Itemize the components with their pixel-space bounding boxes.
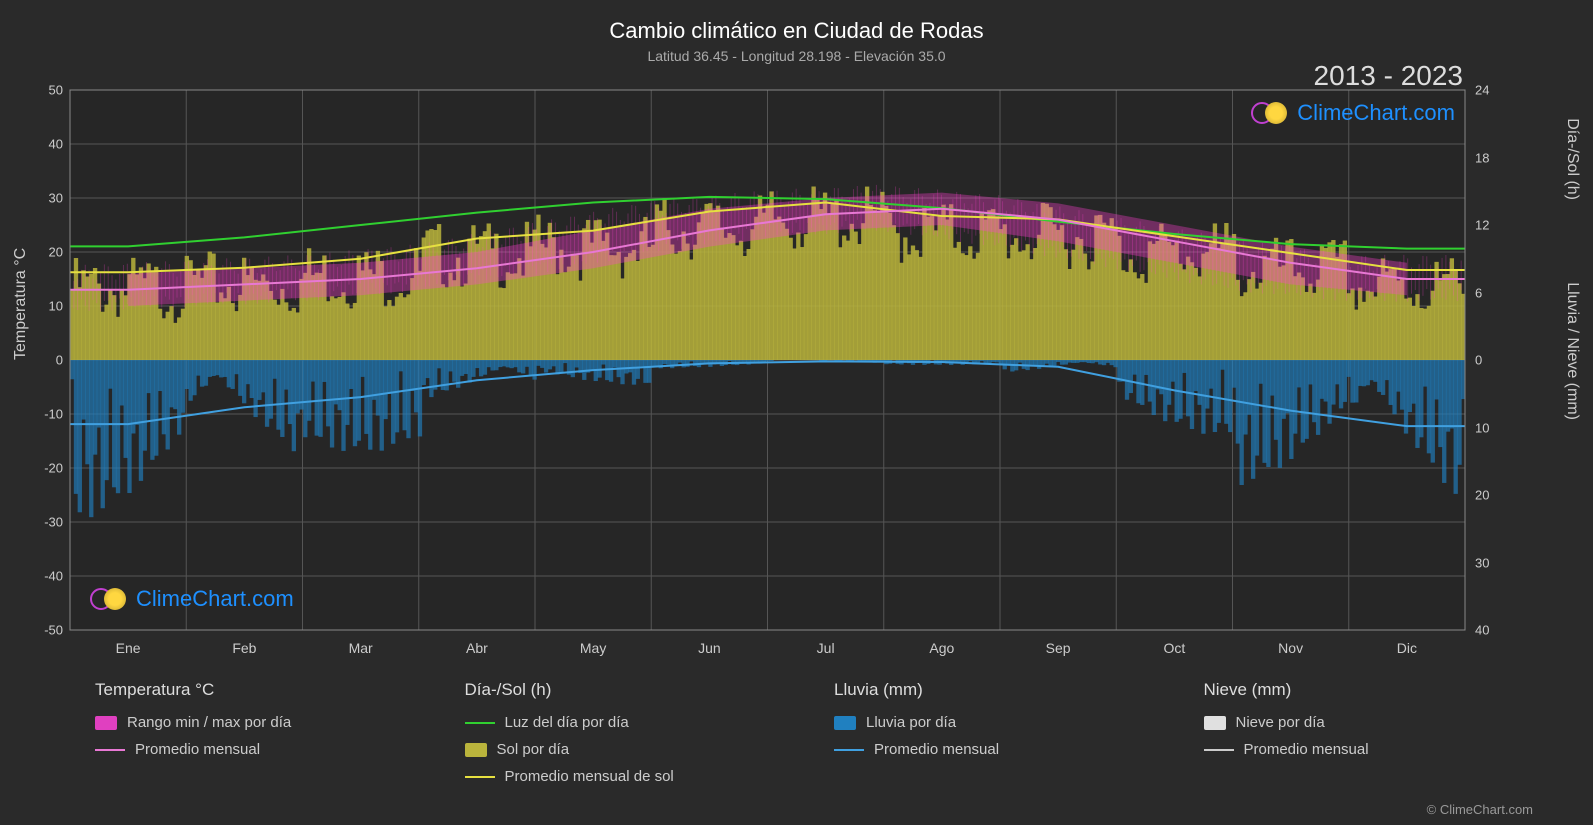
watermark-bottom: ClimeChart.com bbox=[90, 586, 294, 612]
tick-left: 20 bbox=[49, 245, 63, 260]
swatch-sun bbox=[465, 743, 487, 757]
tick-month: Sep bbox=[1046, 640, 1071, 656]
chart-plot-area: ClimeChart.com ClimeChart.com bbox=[70, 90, 1465, 630]
swatch-snow bbox=[1204, 716, 1226, 730]
tick-left: -40 bbox=[44, 569, 63, 584]
swatch-rain bbox=[834, 716, 856, 730]
tick-left: -30 bbox=[44, 515, 63, 530]
tick-right: 12 bbox=[1475, 218, 1489, 233]
legend-header-snow: Nieve (mm) bbox=[1204, 680, 1534, 700]
legend-label: Promedio mensual de sol bbox=[505, 768, 674, 785]
tick-month: Abr bbox=[466, 640, 488, 656]
swatch-temp-avg bbox=[95, 749, 125, 751]
legend-label: Sol por día bbox=[497, 741, 570, 758]
brand-icon bbox=[90, 586, 130, 612]
y-axis-right-top-label: Día-/Sol (h) bbox=[1563, 118, 1581, 200]
legend-item-temp-range: Rango min / max por día bbox=[95, 714, 425, 731]
tick-left: 40 bbox=[49, 137, 63, 152]
legend-header-daysun: Día-/Sol (h) bbox=[465, 680, 795, 700]
tick-left: -10 bbox=[44, 407, 63, 422]
swatch-snow-avg bbox=[1204, 749, 1234, 751]
watermark-text: ClimeChart.com bbox=[1297, 100, 1455, 126]
legend-label: Promedio mensual bbox=[135, 741, 260, 758]
y-axis-left-label: Temperatura °C bbox=[12, 248, 30, 360]
legend: Temperatura °C Rango min / max por día P… bbox=[95, 680, 1533, 795]
tick-month: Feb bbox=[232, 640, 256, 656]
tick-month: Ene bbox=[116, 640, 141, 656]
legend-item-sun: Sol por día bbox=[465, 741, 795, 758]
tick-month: Nov bbox=[1278, 640, 1303, 656]
tick-right: 10 bbox=[1475, 420, 1489, 435]
legend-label: Rango min / max por día bbox=[127, 714, 291, 731]
swatch-temp-range bbox=[95, 716, 117, 730]
swatch-rain-avg bbox=[834, 749, 864, 751]
swatch-sunavg bbox=[465, 776, 495, 778]
legend-item-snow-avg: Promedio mensual bbox=[1204, 741, 1534, 758]
watermark-top: ClimeChart.com bbox=[1251, 100, 1455, 126]
chart-title: Cambio climático en Ciudad de Rodas bbox=[0, 18, 1593, 44]
tick-left: 30 bbox=[49, 191, 63, 206]
brand-icon bbox=[1251, 100, 1291, 126]
tick-month: Jul bbox=[817, 640, 835, 656]
tick-month: Mar bbox=[349, 640, 373, 656]
tick-left: 0 bbox=[56, 353, 63, 368]
legend-label: Luz del día por día bbox=[505, 714, 629, 731]
tick-right: 20 bbox=[1475, 488, 1489, 503]
tick-left: -50 bbox=[44, 623, 63, 638]
copyright: © ClimeChart.com bbox=[1427, 802, 1533, 817]
tick-left: -20 bbox=[44, 461, 63, 476]
year-range: 2013 - 2023 bbox=[1314, 60, 1463, 92]
tick-left: 10 bbox=[49, 299, 63, 314]
tick-right: 40 bbox=[1475, 623, 1489, 638]
tick-left: 50 bbox=[49, 83, 63, 98]
tick-month: May bbox=[580, 640, 606, 656]
legend-item-rain-perday: Lluvia por día bbox=[834, 714, 1164, 731]
tick-month: Ago bbox=[929, 640, 954, 656]
watermark-text: ClimeChart.com bbox=[136, 586, 294, 612]
legend-item-snow-perday: Nieve por día bbox=[1204, 714, 1534, 731]
legend-col-daysun: Día-/Sol (h) Luz del día por día Sol por… bbox=[465, 680, 795, 795]
tick-month: Oct bbox=[1163, 640, 1185, 656]
legend-item-sunavg: Promedio mensual de sol bbox=[465, 768, 795, 785]
tick-right: 18 bbox=[1475, 150, 1489, 165]
tick-month: Jun bbox=[698, 640, 721, 656]
legend-item-temp-avg: Promedio mensual bbox=[95, 741, 425, 758]
y-axis-right-bottom-label: Lluvia / Nieve (mm) bbox=[1563, 282, 1581, 420]
legend-label: Promedio mensual bbox=[874, 741, 999, 758]
legend-item-daylight: Luz del día por día bbox=[465, 714, 795, 731]
legend-label: Nieve por día bbox=[1236, 714, 1325, 731]
legend-header-temp: Temperatura °C bbox=[95, 680, 425, 700]
tick-month: Dic bbox=[1397, 640, 1417, 656]
swatch-daylight bbox=[465, 722, 495, 724]
tick-right: 24 bbox=[1475, 83, 1489, 98]
legend-item-rain-avg: Promedio mensual bbox=[834, 741, 1164, 758]
tick-right: 30 bbox=[1475, 555, 1489, 570]
tick-right: 0 bbox=[1475, 353, 1482, 368]
legend-label: Lluvia por día bbox=[866, 714, 956, 731]
chart-svg bbox=[70, 90, 1465, 630]
legend-col-snow: Nieve (mm) Nieve por día Promedio mensua… bbox=[1204, 680, 1534, 795]
legend-header-rain: Lluvia (mm) bbox=[834, 680, 1164, 700]
tick-right: 6 bbox=[1475, 285, 1482, 300]
legend-col-temp: Temperatura °C Rango min / max por día P… bbox=[95, 680, 425, 795]
legend-label: Promedio mensual bbox=[1244, 741, 1369, 758]
legend-col-rain: Lluvia (mm) Lluvia por día Promedio mens… bbox=[834, 680, 1164, 795]
